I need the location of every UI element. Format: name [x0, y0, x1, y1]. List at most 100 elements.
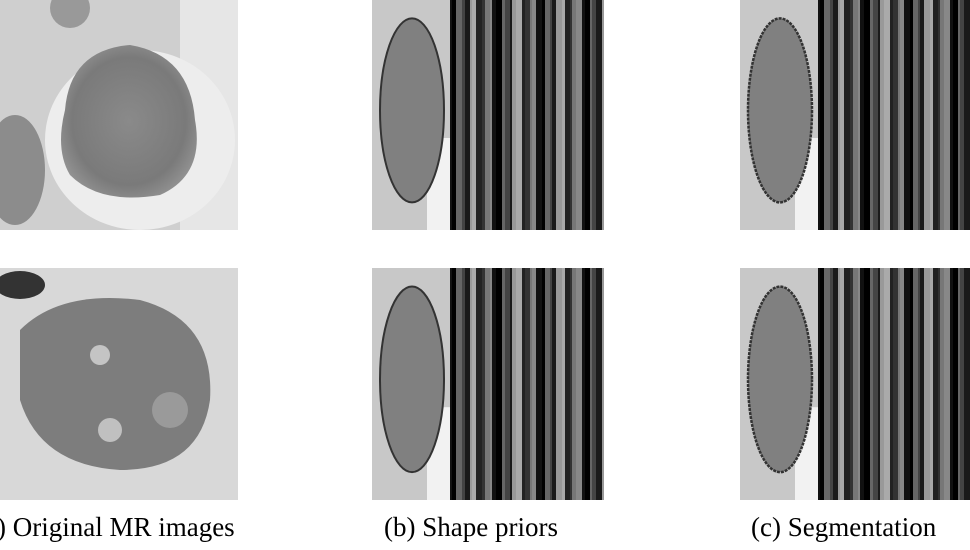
stripe	[900, 0, 904, 230]
stripe	[940, 0, 944, 230]
stripe	[465, 268, 470, 500]
stripe	[516, 268, 522, 500]
stripe	[565, 268, 570, 500]
stripe	[582, 0, 585, 230]
stripe	[860, 0, 864, 230]
stripe	[958, 268, 960, 500]
stripe	[602, 268, 604, 500]
stripe	[844, 0, 850, 230]
stripe	[596, 0, 602, 230]
stripe	[545, 0, 550, 230]
stripe	[933, 0, 938, 230]
stripe	[496, 0, 502, 230]
stripe	[850, 0, 853, 230]
stripe	[592, 0, 596, 230]
stripe	[818, 268, 820, 500]
stripe	[545, 268, 550, 500]
stripe	[930, 268, 933, 500]
stripe	[482, 0, 485, 230]
stripe	[940, 268, 944, 500]
stripe	[904, 0, 910, 230]
contour	[748, 18, 812, 202]
stripe	[880, 0, 884, 230]
stripe	[505, 268, 510, 500]
stripe	[585, 268, 590, 500]
stripe	[953, 268, 958, 500]
stripe	[502, 0, 505, 230]
stripe	[492, 268, 496, 500]
stripe	[958, 0, 960, 230]
stripe	[456, 268, 462, 500]
stripe	[924, 268, 930, 500]
stripe	[893, 0, 898, 230]
stripe	[516, 0, 522, 230]
stripe	[873, 268, 878, 500]
stripe	[590, 268, 592, 500]
stripe	[870, 0, 873, 230]
stripe	[820, 0, 824, 230]
stripe	[853, 0, 858, 230]
stripe	[525, 0, 530, 230]
stripe	[530, 0, 532, 230]
stripe	[844, 268, 850, 500]
panels-bc	[372, 0, 970, 500]
stripe	[450, 0, 452, 230]
stripe	[870, 268, 873, 500]
stripe	[532, 268, 536, 500]
segmentation-image	[740, 0, 970, 230]
stripe	[572, 0, 576, 230]
stripe	[910, 268, 913, 500]
stripe	[878, 268, 880, 500]
stripe	[893, 268, 898, 500]
stripe	[522, 268, 525, 500]
stripe	[476, 268, 482, 500]
stripe	[853, 268, 858, 500]
contour	[748, 287, 812, 473]
stripe	[470, 0, 472, 230]
stripe	[570, 268, 572, 500]
stripe	[898, 268, 900, 500]
stripe	[918, 0, 920, 230]
stripe	[490, 268, 492, 500]
stripe	[833, 268, 838, 500]
stripe	[465, 0, 470, 230]
stripe	[910, 0, 913, 230]
stripe	[472, 0, 476, 230]
segmentation-image	[372, 268, 604, 500]
stripe	[552, 268, 556, 500]
stripe	[824, 268, 830, 500]
stripe	[864, 0, 870, 230]
stripe	[818, 0, 820, 230]
stripe	[476, 0, 482, 230]
stripe	[590, 0, 592, 230]
stripe	[510, 268, 512, 500]
stripe	[860, 268, 864, 500]
stripe	[456, 0, 462, 230]
stripe	[602, 0, 604, 230]
mr-image	[0, 268, 238, 500]
stripe	[944, 268, 950, 500]
stripe	[490, 0, 492, 230]
stripe	[565, 0, 570, 230]
stripe	[850, 268, 853, 500]
stripe	[913, 0, 918, 230]
stripe	[522, 0, 525, 230]
stripe	[510, 0, 512, 230]
segmentation-image	[372, 0, 604, 230]
contour	[380, 18, 444, 202]
stripe	[964, 0, 970, 230]
figure: (a) Original MR images (b) Shape priors …	[0, 0, 970, 550]
stripe	[592, 268, 596, 500]
stripe	[470, 268, 472, 500]
contour	[380, 287, 444, 473]
mr-image	[0, 0, 238, 230]
stripe	[452, 0, 456, 230]
stripe	[576, 0, 582, 230]
stripe	[830, 268, 833, 500]
stripe	[550, 0, 552, 230]
stripe	[864, 268, 870, 500]
stripe	[890, 268, 893, 500]
stripe	[570, 0, 572, 230]
stripe	[512, 268, 516, 500]
stripe	[830, 0, 833, 230]
